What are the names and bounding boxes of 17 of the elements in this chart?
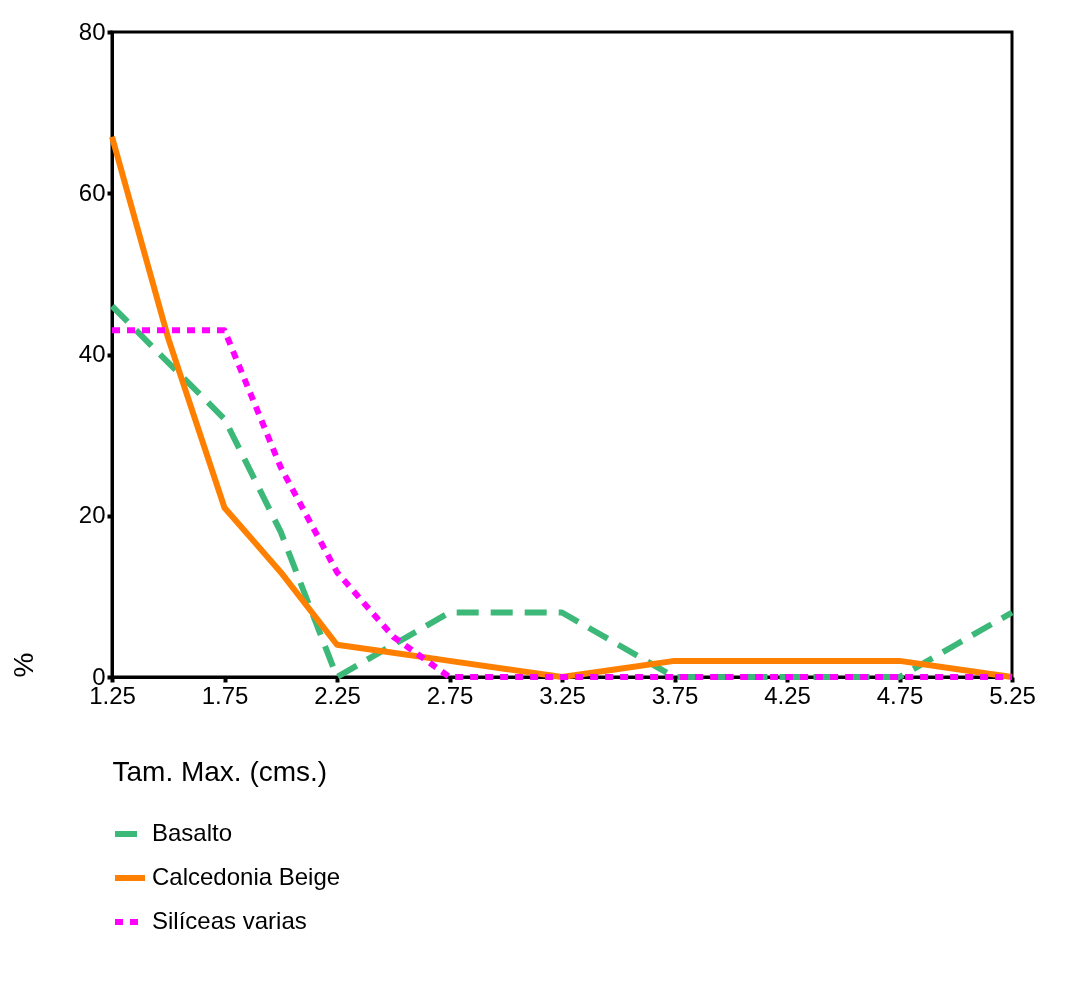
x-tick-label: 1.75 [201,681,249,709]
y-tick-label: 20 [78,501,106,529]
y-tick-label: 80 [78,17,106,45]
x-tick-label: 2.25 [314,681,361,709]
x-tick-label: 4.25 [764,681,811,709]
x-axis-title: Tam. Max. (cms.) [112,755,328,787]
x-tick-label: 3.25 [539,681,586,709]
y-tick-label: 40 [78,340,106,367]
y-axis-title: % [7,652,39,678]
legend-label: Silíceas varias [152,907,307,934]
x-tick-label: 2.75 [426,681,474,709]
x-tick-label: 5.25 [989,681,1036,709]
legend-label: Basalto [152,819,233,846]
x-tick-label: 3.75 [651,681,699,709]
y-tick-label: 60 [78,178,106,206]
legend-label: Calcedonia Beige [152,863,341,890]
x-tick-label: 4.75 [876,681,924,709]
